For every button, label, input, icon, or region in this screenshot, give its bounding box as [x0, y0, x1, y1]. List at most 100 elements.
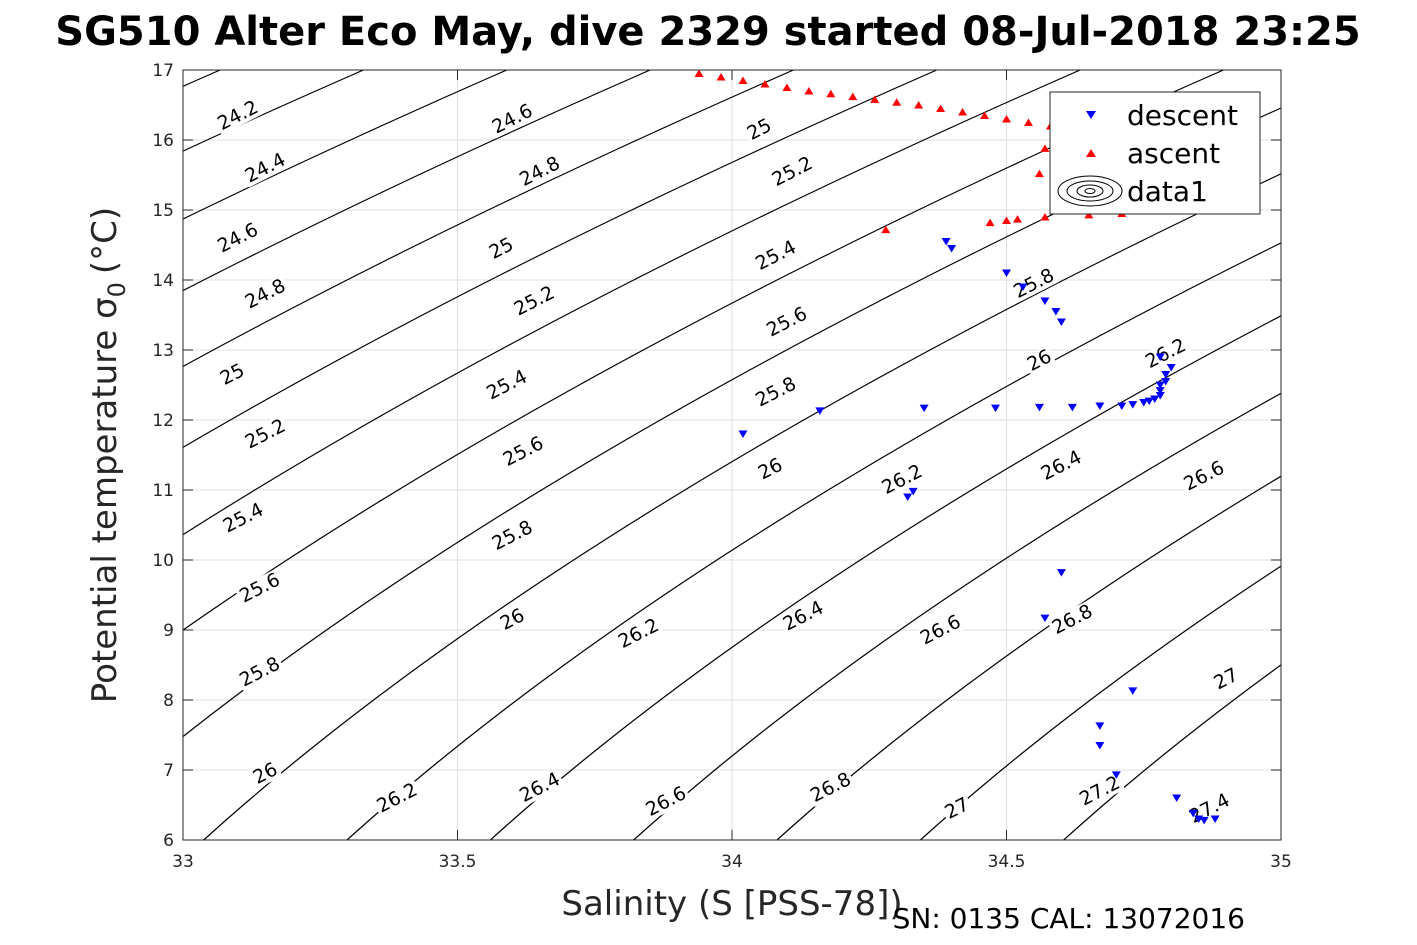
descent-point — [1155, 381, 1165, 389]
contour-label-background — [915, 610, 966, 650]
descent-point — [908, 487, 918, 496]
descent-point — [1051, 308, 1061, 316]
descent-point — [1002, 269, 1011, 277]
density-contour — [776, 475, 1281, 840]
contour-label: 27 — [1210, 664, 1242, 695]
contour-label: 25.2 — [511, 282, 559, 321]
legend-descent-marker — [1086, 111, 1096, 119]
contour-label-background — [1022, 345, 1057, 376]
x-tick-label: 33 — [172, 852, 194, 872]
descent-point — [941, 238, 951, 246]
contour-label-background — [750, 236, 802, 275]
contour-label: 25.8 — [236, 653, 284, 692]
legend-contour-icon — [1057, 175, 1123, 207]
density-contour — [346, 242, 1281, 840]
contour-label: 25 — [486, 233, 518, 264]
descent-point — [1161, 378, 1171, 386]
chart-title: SG510 Alter Eco May, dive 2329 started 0… — [55, 9, 1360, 55]
contour-label: 26.8 — [807, 768, 855, 807]
contour-label-background — [753, 453, 788, 485]
density-contour — [1063, 664, 1281, 840]
descent-point — [1199, 816, 1209, 825]
ascent-point — [1002, 115, 1011, 123]
legend-ascent-marker — [1086, 149, 1096, 157]
x-axis-ticks: 33 33.5 34 34.5 35 — [172, 70, 1292, 872]
y-axis-label-subscript: 0 — [103, 282, 131, 297]
descent-point — [947, 245, 957, 253]
y-tick-label: 10 — [152, 551, 174, 571]
density-contour — [183, 70, 938, 449]
descent-point — [1139, 399, 1149, 407]
ascent-point — [1012, 215, 1022, 223]
contour-label: 26.2 — [1142, 334, 1190, 373]
contour-label: 25.6 — [763, 303, 811, 342]
contour-label-background — [1047, 600, 1098, 639]
contour-label-background — [498, 432, 549, 471]
descent-point — [1150, 395, 1160, 403]
density-contour — [919, 565, 1281, 840]
contour-label-background — [234, 652, 286, 692]
x-tick-label: 34.5 — [988, 852, 1026, 872]
contour-label-background — [484, 233, 519, 264]
ascent-point — [914, 101, 924, 109]
ascent-point — [694, 70, 704, 77]
contour-label-background — [1008, 264, 1060, 303]
contour-label-background — [487, 516, 538, 555]
descent-point — [1067, 403, 1077, 412]
ascent-point — [1002, 216, 1011, 224]
contour-label: 25.6 — [500, 432, 548, 471]
contour-label: 25.2 — [769, 152, 817, 191]
y-tick-label: 7 — [163, 761, 174, 781]
y-axis-label-unit: (°C) — [85, 207, 125, 274]
contour-label: 25.8 — [752, 373, 800, 412]
descent-point — [1128, 687, 1138, 695]
contour-label-background — [218, 498, 269, 538]
contour-label-background — [742, 114, 777, 145]
descent-point — [1034, 403, 1044, 412]
descent-point — [1040, 297, 1050, 305]
y-tick-label: 15 — [152, 201, 174, 221]
contour-label: 26 — [250, 758, 282, 789]
descent-point — [991, 404, 1001, 413]
density-contour — [183, 70, 794, 368]
descent-point — [1056, 318, 1066, 326]
contour-label: 26.2 — [615, 614, 663, 653]
ascent-point — [958, 108, 968, 116]
descent-point — [1117, 402, 1127, 410]
contour-label-background — [613, 614, 664, 653]
legend-data1-label: data1 — [1127, 175, 1208, 208]
descent-point — [903, 493, 913, 501]
descent-point — [738, 430, 748, 438]
contour-label-background — [1209, 663, 1244, 695]
contour-label: 26.4 — [516, 768, 564, 807]
ascent-point — [881, 225, 891, 234]
descent-point — [1210, 815, 1220, 823]
contour-label: 26.8 — [1049, 600, 1097, 639]
ascent-point — [848, 92, 858, 101]
x-tick-label: 35 — [1270, 852, 1292, 872]
contour-label-background — [487, 99, 538, 139]
contour-label-background — [778, 596, 829, 636]
contour-label-background — [877, 460, 928, 499]
contour-label-background — [371, 778, 423, 818]
y-tick-label: 13 — [152, 341, 174, 361]
ascent-point — [1040, 144, 1050, 152]
contour-label: 25.4 — [483, 366, 531, 405]
descent-point — [1155, 353, 1165, 361]
descent-point — [919, 404, 929, 413]
contour-label: 26.2 — [878, 460, 926, 499]
y-tick-label: 6 — [163, 831, 174, 851]
contour-label: 24.2 — [214, 96, 262, 135]
descent-point — [815, 407, 825, 415]
ascent-point — [760, 80, 770, 88]
y-axis-label-main: Potential temperature σ — [85, 297, 125, 703]
contour-label: 25 — [217, 359, 249, 390]
density-contour — [183, 70, 1081, 536]
ascent-point — [980, 111, 990, 119]
calibration-footer: SN: 0135 CAL: 13072016 — [893, 902, 1245, 935]
ascent-point — [1040, 213, 1050, 221]
descent-point — [1172, 794, 1182, 802]
contour-label: 25.6 — [236, 569, 284, 608]
density-contour — [183, 70, 508, 220]
